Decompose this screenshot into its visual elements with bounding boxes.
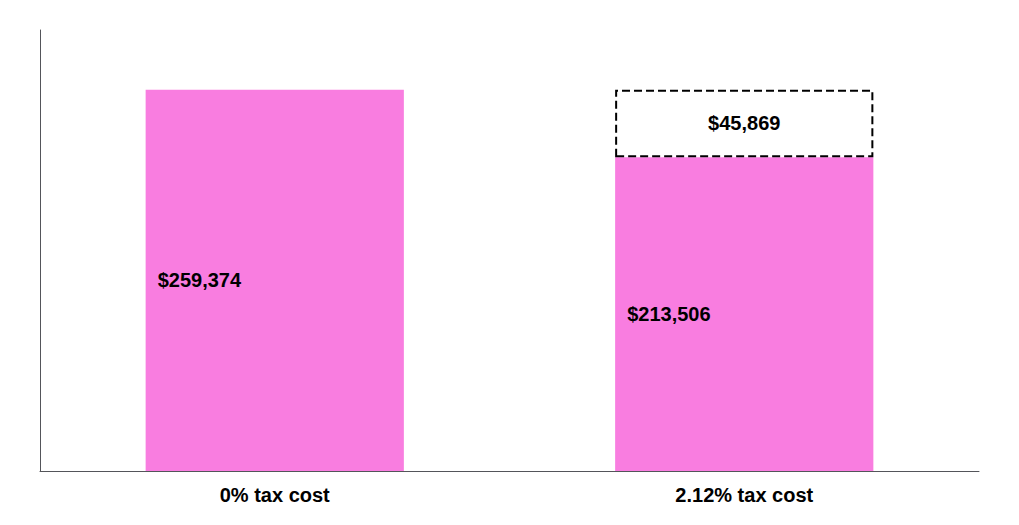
svg-text:$259,374: $259,374 (158, 269, 242, 291)
svg-text:$45,869: $45,869 (708, 112, 780, 134)
svg-text:2.12% tax cost: 2.12% tax cost (675, 484, 813, 506)
svg-text:0% tax cost: 0% tax cost (220, 484, 330, 506)
svg-text:$213,506: $213,506 (627, 303, 710, 325)
